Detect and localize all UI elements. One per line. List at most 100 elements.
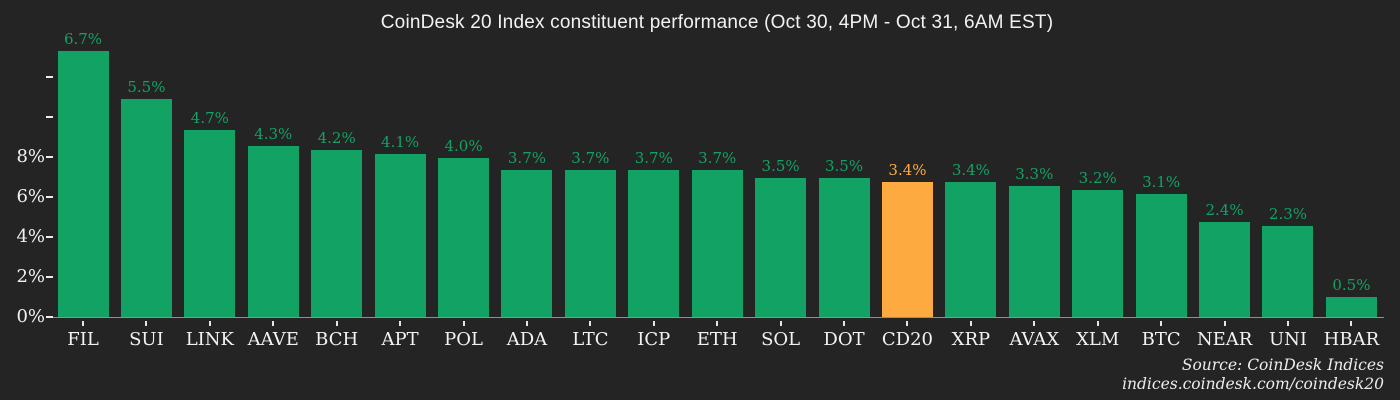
x-axis-line (50, 317, 1384, 318)
x-tick-mark (1350, 321, 1353, 326)
category-label-ETH: ETH (696, 329, 738, 350)
x-tick-mark (399, 321, 402, 326)
source-line-1: Source: CoinDesk Indices (1181, 356, 1384, 374)
category-label-XRP: XRP (951, 329, 991, 350)
category-label-ADA: ADA (506, 329, 548, 350)
y-tick-mark (46, 76, 53, 78)
category-label-DOT: DOT (823, 329, 865, 350)
x-tick-mark (272, 321, 275, 326)
bar-value-label-NEAR: 2.4% (1205, 200, 1244, 219)
x-tick-mark (652, 321, 655, 326)
bar-value-label-SUI: 5.5% (127, 77, 166, 96)
bar-value-label-AVAX: 3.3% (1015, 164, 1054, 183)
x-tick-mark (716, 321, 719, 326)
bar-LINK (184, 130, 236, 317)
category-label-POL: POL (444, 329, 483, 350)
y-tick-mark (46, 316, 53, 318)
x-tick-mark (1223, 321, 1226, 326)
bar-AVAX (1008, 185, 1060, 317)
bar-value-label-ICP: 3.7% (634, 149, 673, 168)
category-label-NEAR: NEAR (1196, 329, 1253, 350)
bar-XLM (1072, 189, 1124, 317)
y-tick-label: 0% (16, 306, 45, 327)
bar-NEAR (1199, 221, 1251, 317)
bar-value-label-UNI: 2.3% (1268, 204, 1308, 223)
bar-value-label-SOL: 3.5% (761, 157, 800, 176)
y-tick-mark (46, 276, 53, 278)
category-label-ICP: ICP (637, 329, 671, 350)
bar-value-label-LINK: 4.7% (190, 109, 229, 128)
category-label-FIL: FIL (67, 329, 99, 350)
bar-AAVE (247, 146, 299, 317)
x-tick-mark (1096, 321, 1099, 326)
x-tick-mark (82, 321, 84, 326)
bar-value-label-APT: 4.1% (381, 133, 420, 152)
bar-value-label-BCH: 4.2% (317, 129, 356, 148)
y-tick-mark (46, 116, 53, 118)
y-tick-mark (46, 196, 53, 198)
bar-SUI (120, 98, 172, 317)
category-label-BCH: BCH (315, 329, 359, 350)
bar-BTC (1135, 193, 1187, 317)
y-tick-label: 8% (16, 146, 45, 167)
bar-value-label-ETH: 3.7% (698, 149, 737, 168)
x-tick-mark (589, 321, 592, 326)
bar-value-label-LTC: 3.7% (571, 149, 610, 168)
bar-value-label-DOT: 3.5% (824, 157, 864, 176)
bar-value-label-BTC: 3.1% (1142, 172, 1181, 191)
bar-ETH (691, 170, 743, 317)
bar-value-label-XRP: 3.4% (951, 161, 990, 180)
x-tick-mark (843, 321, 846, 326)
x-tick-mark (1286, 321, 1289, 326)
x-tick-mark (1160, 321, 1163, 326)
category-label-HBAR: HBAR (1323, 329, 1380, 350)
category-label-APT: APT (381, 329, 419, 350)
y-tick-label: 2% (16, 266, 45, 287)
x-tick-mark (906, 321, 909, 326)
x-tick-mark (1033, 321, 1036, 326)
category-label-LTC: LTC (572, 329, 609, 350)
y-tick-mark (46, 236, 53, 238)
category-label-AAVE: AAVE (247, 329, 299, 350)
category-label-UNI: UNI (1268, 329, 1307, 350)
bar-LTC (564, 170, 616, 317)
category-label-SOL: SOL (761, 329, 801, 350)
category-label-LINK: LINK (185, 329, 234, 350)
bar-UNI (1262, 225, 1314, 317)
bar-value-label-POL: 4.0% (444, 137, 483, 156)
y-tick-mark (46, 156, 53, 158)
x-tick-mark (525, 321, 528, 326)
source-attribution: Source: CoinDesk Indices indices.coindes… (1122, 356, 1384, 394)
bar-value-label-CD20: 3.4% (888, 161, 927, 180)
bar-value-label-ADA: 3.7% (507, 149, 546, 168)
category-label-SUI: SUI (129, 329, 164, 350)
bar-SOL (755, 178, 807, 317)
bar-BCH (311, 150, 363, 317)
bar-DOT (818, 178, 870, 317)
x-tick-mark (969, 321, 972, 326)
x-tick-mark (462, 321, 465, 326)
y-tick-label: 4% (16, 226, 45, 247)
x-tick-mark (208, 321, 211, 326)
x-tick-mark (779, 321, 782, 326)
source-line-2: indices.coindesk.com/coindesk20 (1122, 375, 1384, 393)
bar-value-label-HBAR: 0.5% (1332, 276, 1371, 295)
category-label-XLM: XLM (1076, 329, 1120, 350)
bar-value-label-AAVE: 4.3% (254, 125, 293, 144)
category-label-BTC: BTC (1141, 329, 1181, 350)
y-tick-label: 6% (16, 186, 45, 207)
bar-HBAR (1325, 297, 1377, 317)
bar-FIL (57, 51, 109, 317)
bar-APT (374, 154, 426, 317)
bar-XRP (945, 182, 997, 317)
chart-title: CoinDesk 20 Index constituent performanc… (380, 12, 1054, 33)
bar-ICP (628, 170, 680, 317)
bar-POL (438, 158, 490, 317)
bar-CD20 (881, 182, 933, 317)
x-tick-mark (145, 321, 148, 326)
category-label-AVAX: AVAX (1009, 329, 1060, 350)
bar-value-label-FIL: 6.7% (63, 30, 103, 48)
bar-ADA (501, 170, 553, 317)
bar-value-label-XLM: 3.2% (1078, 168, 1117, 187)
x-tick-mark (335, 321, 338, 326)
